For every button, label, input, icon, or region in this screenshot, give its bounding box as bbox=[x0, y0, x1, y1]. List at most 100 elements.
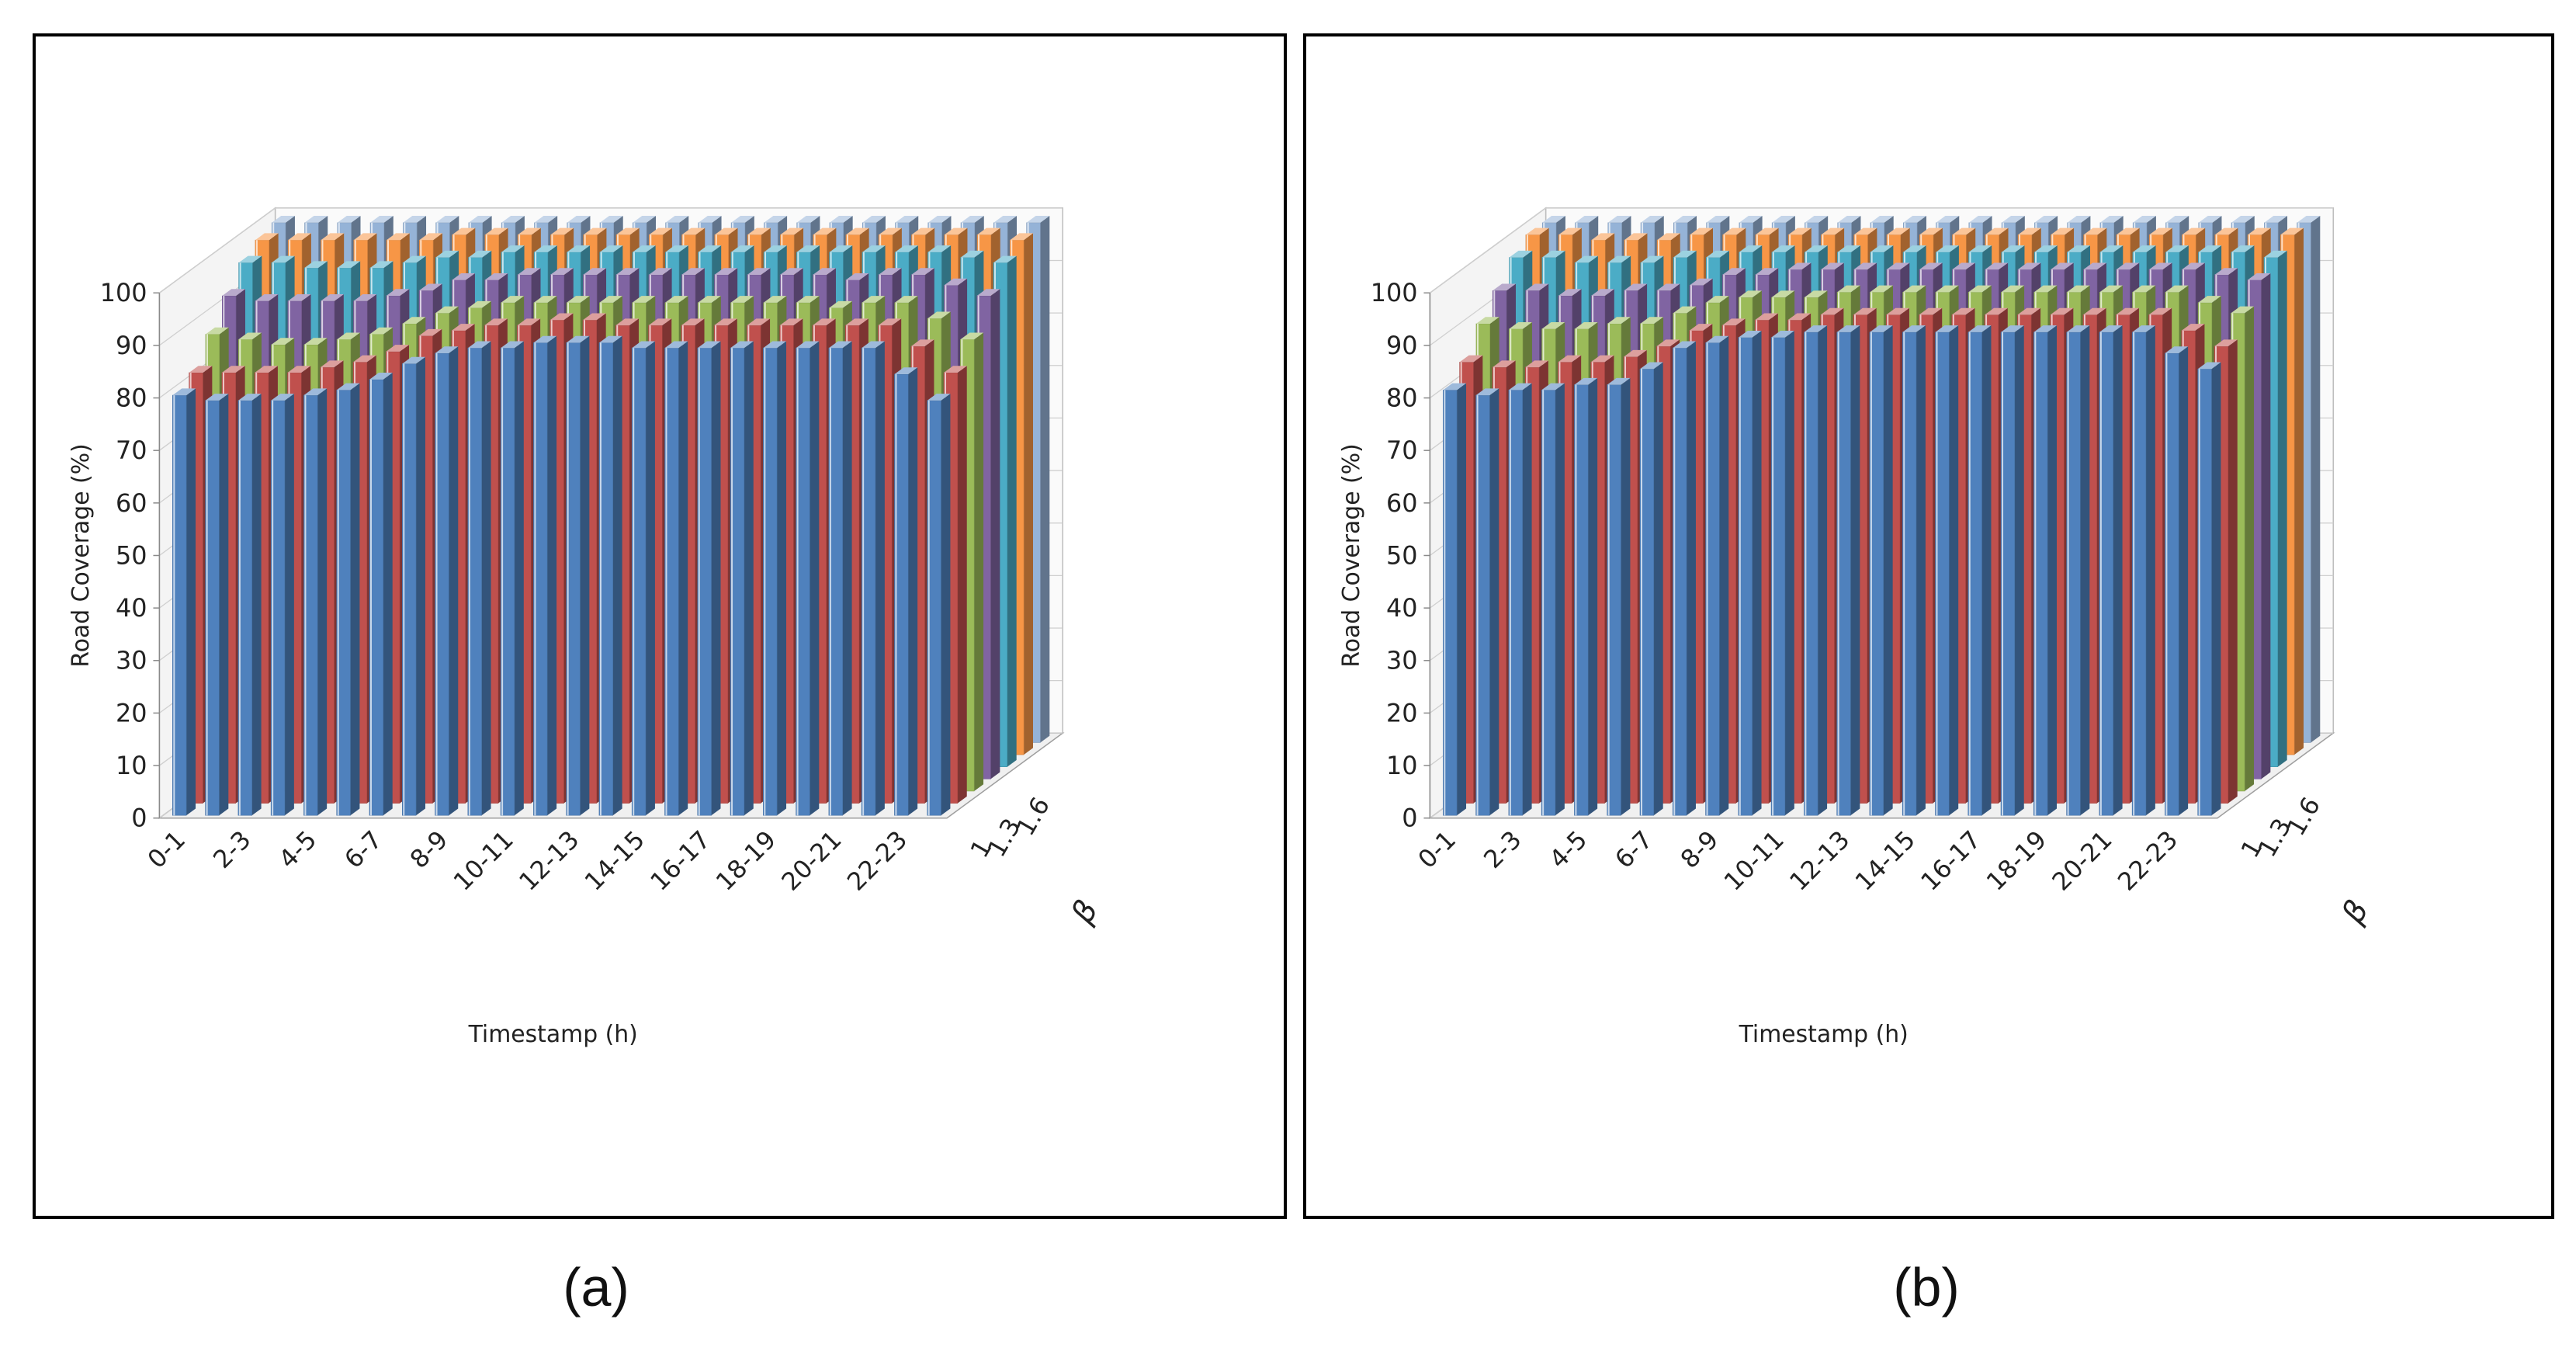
bar-top bbox=[1641, 216, 1664, 223]
bar-top bbox=[829, 245, 853, 252]
chart-b: 0 10 20 30 40 50 60 70 80 90 100 Road Coverage (%) 0… bbox=[1338, 207, 2376, 1048]
bar-top bbox=[550, 227, 574, 235]
bar-top bbox=[977, 227, 1000, 235]
bar-top bbox=[1689, 278, 1713, 286]
x-tick-label: 0-1 bbox=[141, 825, 191, 874]
x-tick-label: 6-7 bbox=[1609, 825, 1659, 874]
bar-top bbox=[2017, 262, 2041, 270]
depth-axis-title: β bbox=[2335, 894, 2376, 930]
bar-top bbox=[1574, 377, 1598, 385]
bar-side bbox=[2228, 339, 2238, 804]
bar-side bbox=[645, 341, 655, 816]
bar-top bbox=[828, 341, 852, 349]
bar-top bbox=[2214, 339, 2238, 347]
bar-top bbox=[2197, 362, 2221, 370]
bar-side bbox=[1850, 325, 1860, 816]
x-tick-label: 18-19 bbox=[710, 825, 782, 896]
bar-top bbox=[1475, 388, 1499, 396]
bar-top bbox=[1739, 245, 1763, 252]
bar-side bbox=[1555, 383, 1565, 816]
bar-top bbox=[1968, 325, 1992, 332]
bar-top bbox=[321, 294, 344, 301]
bar-top bbox=[927, 394, 951, 401]
bar-top bbox=[238, 255, 262, 263]
bar-top bbox=[369, 373, 393, 380]
bar-1-22-23 bbox=[894, 367, 918, 816]
y-tick-label: 50 bbox=[1386, 540, 1418, 570]
bar-top bbox=[731, 216, 754, 223]
bar-1-4-5 bbox=[1574, 377, 1598, 816]
bar-top bbox=[1722, 227, 1746, 235]
bar-top bbox=[747, 268, 771, 275]
bar-top bbox=[845, 273, 869, 280]
bar-top bbox=[2082, 307, 2106, 315]
bar-top bbox=[598, 335, 622, 343]
bar-top bbox=[2231, 245, 2255, 252]
bar-side bbox=[1916, 325, 1926, 816]
bar-side bbox=[2179, 346, 2189, 816]
bar-front bbox=[1541, 390, 1556, 816]
x-tick-label: 18-19 bbox=[1981, 825, 2052, 896]
bar-top bbox=[730, 341, 754, 349]
x-tick-label: 10-11 bbox=[1718, 825, 1790, 896]
bar-1-21-22 bbox=[2131, 325, 2155, 816]
bar-top bbox=[632, 245, 656, 252]
bar-top bbox=[1721, 318, 1746, 326]
bar-top bbox=[1624, 233, 1648, 241]
bar-top bbox=[2264, 216, 2288, 223]
bar-top bbox=[927, 216, 952, 223]
bar-top bbox=[1952, 227, 1976, 235]
bar-side bbox=[2277, 250, 2287, 767]
bar-side bbox=[1489, 388, 1499, 816]
bar-1-16-17 bbox=[1968, 325, 1992, 816]
bar-top bbox=[2001, 285, 2025, 293]
bar-side bbox=[1981, 325, 1992, 816]
bar-top bbox=[1788, 227, 1812, 235]
bar-top bbox=[1509, 321, 1532, 329]
bar-1-7-8 bbox=[1672, 341, 1696, 816]
bar-top bbox=[583, 268, 607, 275]
bar-top bbox=[1657, 233, 1680, 241]
bar-1-21-22 bbox=[861, 341, 885, 816]
bar-top bbox=[895, 245, 918, 252]
bar-top bbox=[304, 216, 328, 223]
bar-top bbox=[468, 300, 491, 308]
bar-top bbox=[714, 318, 737, 326]
bar-top bbox=[829, 300, 852, 308]
bar-top bbox=[484, 227, 508, 235]
bar-top bbox=[2116, 307, 2139, 315]
bar-top bbox=[1509, 250, 1533, 258]
bar-1-5-6 bbox=[336, 383, 360, 816]
bar-side bbox=[1818, 325, 1828, 816]
bar-top bbox=[189, 366, 213, 373]
bar-side bbox=[186, 388, 196, 816]
bar-top bbox=[1689, 324, 1713, 331]
bar-top bbox=[1673, 250, 1697, 258]
x-tick-label: 10-11 bbox=[448, 825, 519, 896]
bar-top bbox=[1935, 325, 1959, 332]
bar-top bbox=[2165, 245, 2189, 252]
bar-top bbox=[1722, 268, 1746, 275]
bar-top bbox=[764, 216, 788, 223]
bar-side bbox=[2261, 273, 2271, 779]
x-tick-label: 12-13 bbox=[1784, 825, 1855, 896]
bar-top bbox=[845, 318, 868, 326]
bar-side bbox=[777, 341, 787, 816]
bar-top bbox=[2263, 250, 2287, 258]
bar-side bbox=[219, 394, 229, 816]
bar-1-14-15 bbox=[1902, 325, 1926, 816]
depth-axis-title: β bbox=[1064, 894, 1105, 930]
bar-top bbox=[1558, 355, 1582, 363]
x-tick-label: 8-9 bbox=[1675, 825, 1725, 874]
bar-side bbox=[2014, 325, 2024, 816]
x-tick-label: 20-21 bbox=[775, 825, 847, 896]
chart-bars-a bbox=[172, 216, 1050, 816]
bar-top bbox=[648, 268, 672, 275]
bar-side bbox=[744, 341, 754, 816]
bar-side bbox=[1621, 377, 1631, 816]
bar-top bbox=[1607, 377, 1631, 385]
bar-top bbox=[271, 255, 295, 263]
x-tick-label: 12-13 bbox=[513, 825, 584, 896]
bar-top bbox=[681, 227, 706, 235]
bar-side bbox=[449, 346, 459, 816]
